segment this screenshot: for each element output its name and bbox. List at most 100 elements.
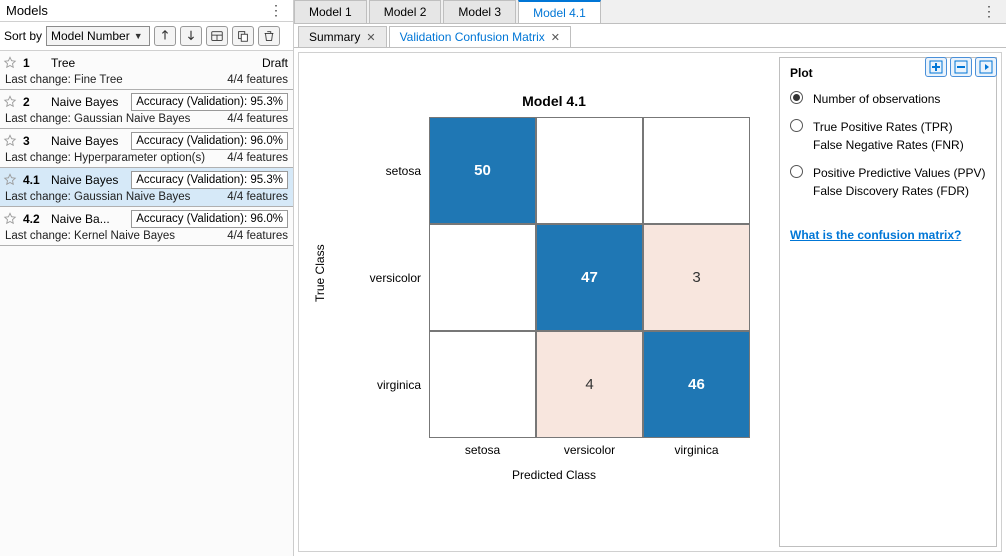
models-panel-menu-icon[interactable]: ⋮	[265, 2, 287, 19]
delete-button[interactable]	[258, 26, 280, 46]
sub-tabs: Summary ✕ Validation Confusion Matrix ✕	[294, 24, 1006, 48]
matrix-cell: 50	[429, 117, 536, 224]
matrix-cell: 4	[536, 331, 643, 438]
model-subtext-left: Last change: Gaussian Naive Bayes	[5, 113, 190, 125]
sort-ascending-button[interactable]	[154, 26, 176, 46]
model-subtext-right: 4/4 features	[227, 191, 288, 203]
model-item[interactable]: 1 Tree Draft Last change: Fine Tree 4/4 fea…	[0, 51, 293, 90]
radio-icon	[790, 165, 803, 178]
matrix-cell: 3	[643, 224, 750, 331]
model-item[interactable]: 2 Naive Bayes Accuracy (Validation): 95.3…	[0, 90, 293, 129]
close-icon[interactable]: ✕	[551, 31, 560, 44]
model-name: Naive Ba...	[51, 212, 110, 226]
model-number: 4.1	[23, 173, 45, 187]
matrix-cell	[429, 224, 536, 331]
sort-by-label: Sort by	[4, 29, 42, 43]
row-label: versicolor	[370, 271, 429, 285]
matrix-cell	[536, 117, 643, 224]
col-label: setosa	[465, 443, 500, 457]
top-tab[interactable]: Model 1	[294, 0, 367, 23]
model-subtext-left: Last change: Kernel Naive Bayes	[5, 230, 175, 242]
sort-dropdown-value: Model Number	[51, 29, 130, 43]
star-icon[interactable]	[3, 173, 17, 187]
duplicate-button[interactable]	[232, 26, 254, 46]
model-subtext-left: Last change: Fine Tree	[5, 74, 123, 86]
radio-icon	[790, 119, 803, 132]
chevron-down-icon: ▼	[134, 31, 143, 41]
model-number: 3	[23, 134, 45, 148]
model-name: Tree	[51, 56, 75, 70]
layout-button[interactable]	[206, 26, 228, 46]
plot-option[interactable]: Number of observations	[790, 90, 986, 108]
chart-title: Model 4.1	[359, 93, 749, 109]
plot-option[interactable]: True Positive Rates (TPR)False Negative …	[790, 118, 986, 154]
models-panel-header: Models ⋮	[0, 0, 293, 22]
draft-label: Draft	[262, 56, 288, 70]
model-metric: Accuracy (Validation): 96.0%	[131, 210, 288, 228]
sort-dropdown[interactable]: Model Number ▼	[46, 26, 150, 46]
top-tab[interactable]: Model 2	[369, 0, 442, 23]
plot-options-panel: Plot Number of observationsTrue Positive…	[779, 57, 997, 547]
plot-option-label: Positive Predictive Values (PPV)False Di…	[813, 164, 986, 200]
sort-descending-button[interactable]	[180, 26, 202, 46]
plot-toolbar	[925, 57, 997, 77]
col-label: versicolor	[564, 443, 615, 457]
models-panel: Models ⋮ Sort by Model Number ▼ 1 Tree Dr…	[0, 0, 294, 556]
matrix-cell: 46	[643, 331, 750, 438]
star-icon[interactable]	[3, 56, 17, 70]
sub-tab-label: Summary	[309, 30, 360, 44]
sub-tab-label: Validation Confusion Matrix	[400, 30, 545, 44]
help-link[interactable]: What is the confusion matrix?	[790, 228, 961, 242]
col-label: virginica	[674, 443, 718, 457]
model-subtext-right: 4/4 features	[227, 113, 288, 125]
sort-bar: Sort by Model Number ▼	[0, 22, 293, 51]
model-item[interactable]: 4.2 Naive Ba... Accuracy (Validation): 96…	[0, 207, 293, 246]
top-tabs-menu-icon[interactable]: ⋮	[978, 3, 1000, 20]
sub-tab[interactable]: Validation Confusion Matrix ✕	[389, 26, 571, 47]
row-label: virginica	[377, 378, 429, 392]
top-tab[interactable]: Model 3	[443, 0, 516, 23]
model-name: Naive Bayes	[51, 95, 118, 109]
model-metric: Accuracy (Validation): 95.3%	[131, 93, 288, 111]
matrix-grid: setosa50versicolor473virginica446setosav…	[359, 117, 749, 462]
model-item[interactable]: 3 Naive Bayes Accuracy (Validation): 96.0…	[0, 129, 293, 168]
model-number: 2	[23, 95, 45, 109]
right-area: Model 1Model 2Model 3Model 4.1⋮ Summary✕…	[294, 0, 1006, 556]
model-subtext-right: 4/4 features	[227, 230, 288, 242]
plot-area: Model 4.1 True Class setosa 50 versicolor 4…	[298, 52, 1002, 552]
model-item[interactable]: 4.1 Naive Bayes Accuracy (Validation): 95…	[0, 168, 293, 207]
matrix-cell	[429, 331, 536, 438]
expand-button[interactable]	[975, 57, 997, 77]
model-subtext-left: Last change: Hyperparameter option(s)	[5, 152, 205, 164]
close-icon[interactable]: ✕	[366, 31, 375, 44]
model-number: 1	[23, 56, 45, 70]
zoom-in-button[interactable]	[925, 57, 947, 77]
top-tabs: Model 1Model 2Model 3Model 4.1 ⋮	[294, 0, 1006, 24]
plot-option-label: True Positive Rates (TPR)False Negative …	[813, 118, 964, 154]
radio-icon	[790, 91, 803, 104]
model-metric: Accuracy (Validation): 96.0%	[131, 132, 288, 150]
star-icon[interactable]	[3, 212, 17, 226]
sub-tab[interactable]: Summary ✕	[298, 26, 387, 47]
model-subtext-right: 4/4 features	[227, 152, 288, 164]
model-subtext-left: Last change: Gaussian Naive Bayes	[5, 191, 190, 203]
model-subtext-right: 4/4 features	[227, 74, 288, 86]
model-list: 1 Tree Draft Last change: Fine Tree 4/4 fea…	[0, 51, 293, 556]
content-area: Model 4.1 True Class setosa 50 versicolor 4…	[294, 48, 1006, 556]
model-name: Naive Bayes	[51, 134, 118, 148]
plot-option-label: Number of observations	[813, 90, 940, 108]
matrix-cell	[643, 117, 750, 224]
model-number: 4.2	[23, 212, 45, 226]
plot-option[interactable]: Positive Predictive Values (PPV)False Di…	[790, 164, 986, 200]
star-icon[interactable]	[3, 134, 17, 148]
matrix-cell: 47	[536, 224, 643, 331]
star-icon[interactable]	[3, 95, 17, 109]
x-axis-label: Predicted Class	[359, 468, 749, 482]
model-metric: Accuracy (Validation): 95.3%	[131, 171, 288, 189]
zoom-out-button[interactable]	[950, 57, 972, 77]
models-panel-title: Models	[6, 3, 48, 18]
y-axis-label: True Class	[313, 244, 327, 302]
confusion-matrix-chart: Model 4.1 True Class setosa50versicolor4…	[359, 93, 749, 531]
model-name: Naive Bayes	[51, 173, 118, 187]
top-tab[interactable]: Model 4.1	[518, 0, 601, 23]
